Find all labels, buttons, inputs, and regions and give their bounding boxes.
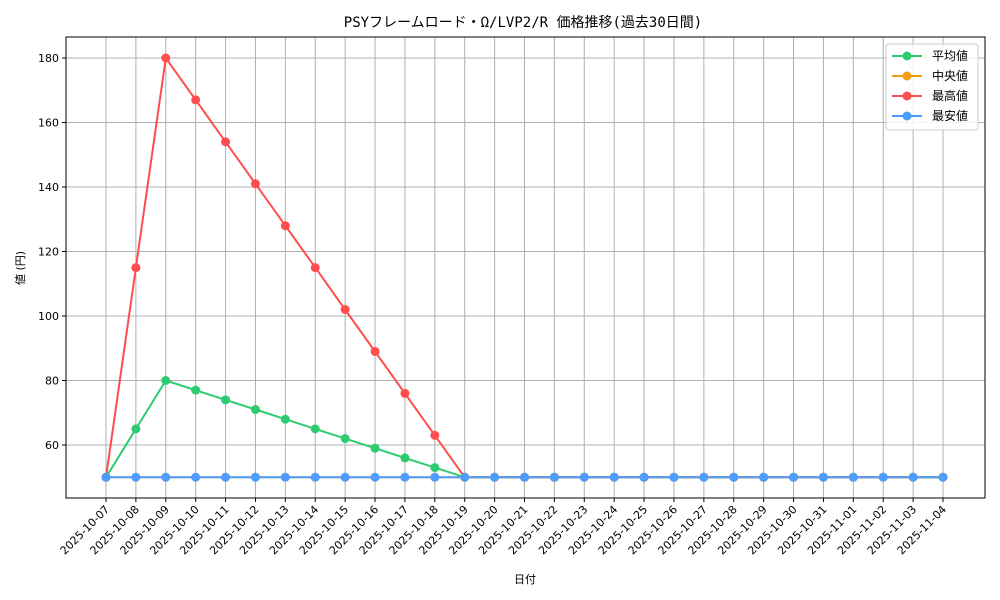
data-point [161,472,171,482]
data-series [101,53,948,482]
data-point [250,405,260,415]
data-point [430,472,440,482]
data-point [280,221,290,231]
grid-lines [66,37,985,498]
legend-box [885,43,979,131]
y-tick-label: 140 [38,181,59,194]
data-point [131,424,141,434]
data-point [161,53,171,63]
data-point [310,472,320,482]
data-point [340,434,350,444]
legend-marker-icon [902,91,912,101]
data-point [759,472,769,482]
data-point [370,346,380,356]
legend-marker-icon [902,51,912,61]
x-axis-label: 日付 [514,573,536,586]
data-point [848,472,858,482]
y-tick-label: 120 [38,246,59,259]
data-point [400,453,410,463]
data-point [131,472,141,482]
data-point [191,95,201,105]
data-point [938,472,948,482]
data-point [101,472,111,482]
data-point [430,463,440,473]
legend-label: 最安値 [932,108,968,123]
data-point [370,472,380,482]
data-point [310,424,320,434]
data-point [161,376,171,385]
data-point [131,263,141,273]
series-3 [101,472,948,482]
data-point [669,472,679,482]
chart-title: PSYフレームロード・Ω/LVP2/R 価格推移(過去30日間) [344,15,702,31]
y-tick-label: 60 [45,439,59,452]
x-axis-ticks: 2025-10-072025-10-082025-10-092025-10-10… [58,498,949,557]
y-axis-label: 値 (円) [14,251,27,285]
legend-label: 最高値 [932,88,968,103]
y-axis-ticks: 60 80 100 120 140 160 180 [38,52,66,452]
y-tick-label: 80 [45,375,59,388]
data-point [908,472,918,482]
data-point [221,137,231,147]
data-point [221,472,231,482]
plot-frame [65,36,986,499]
data-point [878,472,888,482]
data-point [370,443,380,453]
y-tick-label: 180 [38,52,59,65]
data-point [250,472,260,482]
data-point [340,305,350,315]
data-point [280,472,290,482]
data-point [191,385,201,395]
legend-marker-icon [902,111,912,121]
legend-label: 中央値 [932,68,968,83]
data-point [250,179,260,189]
legend-marker-icon [902,71,912,81]
data-point [549,472,559,482]
data-point [609,472,619,482]
data-point [221,395,231,405]
data-point [400,388,410,398]
y-tick-label: 100 [38,310,59,323]
data-point [639,472,649,482]
data-point [520,472,529,482]
data-point [280,414,290,424]
data-point [340,472,350,482]
data-point [191,472,201,482]
data-point [400,472,410,482]
legend-label: 平均値 [932,48,968,63]
data-point [789,472,799,482]
data-point [699,472,709,482]
data-point [818,472,828,482]
data-point [729,472,739,482]
data-point [579,472,589,482]
y-tick-label: 160 [38,117,59,130]
data-point [430,430,440,440]
data-point [310,263,320,273]
data-point [490,472,500,482]
data-point [460,472,470,482]
